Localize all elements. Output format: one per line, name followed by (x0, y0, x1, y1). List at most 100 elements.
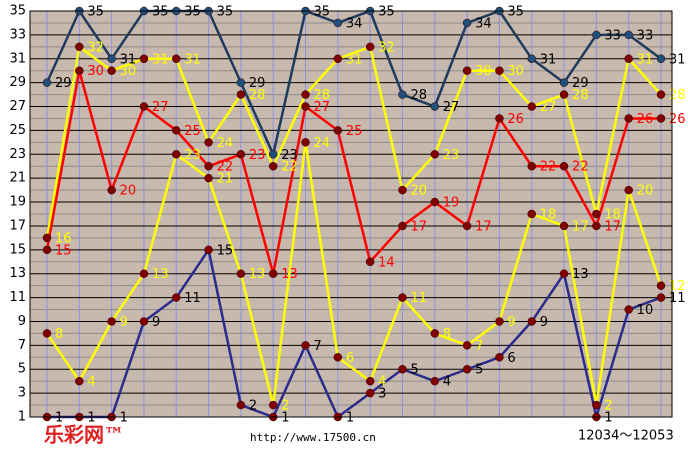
data-label: 5 (410, 363, 418, 378)
data-label: 4 (87, 375, 95, 390)
y-tick-label: 21 (9, 171, 26, 186)
data-label: 22 (540, 160, 557, 175)
data-label: 17 (410, 219, 427, 234)
marker (301, 102, 310, 111)
data-label: 35 (507, 5, 524, 20)
data-label: 9 (507, 315, 515, 330)
y-tick-label: 33 (9, 27, 26, 42)
marker (430, 329, 440, 338)
marker (268, 400, 278, 410)
data-label: 35 (184, 5, 201, 20)
marker (398, 364, 407, 374)
data-label: 4 (443, 375, 451, 390)
marker (139, 317, 149, 326)
data-label: 15 (55, 243, 72, 258)
marker (527, 102, 536, 111)
y-tick-label: 3 (18, 386, 26, 401)
data-label: 27 (443, 100, 460, 115)
marker (462, 221, 472, 231)
marker (172, 54, 181, 64)
marker (624, 185, 633, 195)
data-label: 26 (507, 112, 524, 127)
marker (527, 161, 536, 171)
data-label: 29 (55, 76, 72, 91)
data-label: 1 (346, 411, 354, 426)
logo: 乐彩网™ (44, 423, 124, 447)
marker (430, 150, 440, 159)
data-label: 11 (184, 291, 201, 306)
marker (592, 221, 601, 231)
data-label: 25 (346, 124, 363, 139)
marker (204, 161, 213, 171)
data-label: 30 (87, 64, 104, 79)
data-label: 2 (249, 399, 257, 414)
data-label: 17 (475, 219, 492, 234)
data-label: 11 (669, 291, 686, 306)
data-label: 28 (314, 88, 331, 103)
data-label: 1 (87, 411, 95, 426)
data-label: 13 (249, 267, 266, 282)
data-label: 30 (507, 64, 524, 79)
data-label: 6 (507, 351, 515, 366)
data-label: 10 (637, 303, 654, 318)
marker (495, 317, 504, 326)
marker (559, 78, 569, 87)
marker (365, 42, 375, 52)
marker (365, 376, 375, 386)
data-label: 20 (410, 184, 427, 199)
data-label: 14 (378, 255, 395, 270)
marker (107, 66, 116, 75)
data-label: 11 (410, 291, 427, 306)
marker (42, 233, 52, 243)
marker (301, 341, 310, 350)
marker (139, 54, 149, 64)
y-tick-label: 29 (9, 75, 26, 90)
marker (559, 269, 569, 278)
data-label: 34 (475, 16, 492, 31)
marker (656, 281, 666, 290)
data-label: 32 (87, 40, 104, 55)
marker (236, 78, 246, 87)
y-tick-label: 25 (9, 123, 26, 138)
y-tick-label: 5 (18, 362, 26, 377)
y-tick-label: 15 (9, 242, 26, 257)
data-label: 4 (378, 375, 386, 390)
marker (107, 317, 116, 326)
series-line (45, 44, 662, 239)
marker (204, 245, 213, 255)
data-label: 34 (346, 16, 363, 31)
marker (430, 376, 440, 386)
marker (107, 54, 116, 64)
data-label: 1 (281, 411, 289, 426)
data-label: 31 (346, 52, 363, 67)
marker (172, 150, 181, 159)
marker (430, 197, 440, 207)
data-label: 26 (637, 112, 654, 127)
marker (462, 364, 472, 374)
marker (430, 102, 440, 111)
data-label: 28 (669, 88, 686, 103)
data-label: 13 (281, 267, 298, 282)
data-label: 16 (55, 231, 72, 246)
marker (592, 400, 601, 410)
marker (365, 388, 375, 398)
data-label: 19 (443, 196, 460, 211)
marker (462, 66, 472, 75)
data-label: 35 (378, 5, 395, 20)
data-label: 33 (637, 28, 654, 43)
data-label: 1 (120, 411, 128, 426)
data-label: 1 (604, 411, 612, 426)
marker (236, 150, 246, 159)
data-label: 8 (55, 327, 63, 342)
marker (75, 42, 84, 52)
data-label: 18 (540, 208, 557, 223)
y-tick-label: 23 (9, 147, 26, 162)
marker (624, 30, 633, 40)
marker (139, 102, 149, 111)
data-label: 9 (120, 315, 128, 330)
data-label: 28 (249, 88, 266, 103)
marker (527, 317, 536, 326)
data-label: 9 (540, 315, 548, 330)
data-label: 31 (184, 52, 201, 67)
